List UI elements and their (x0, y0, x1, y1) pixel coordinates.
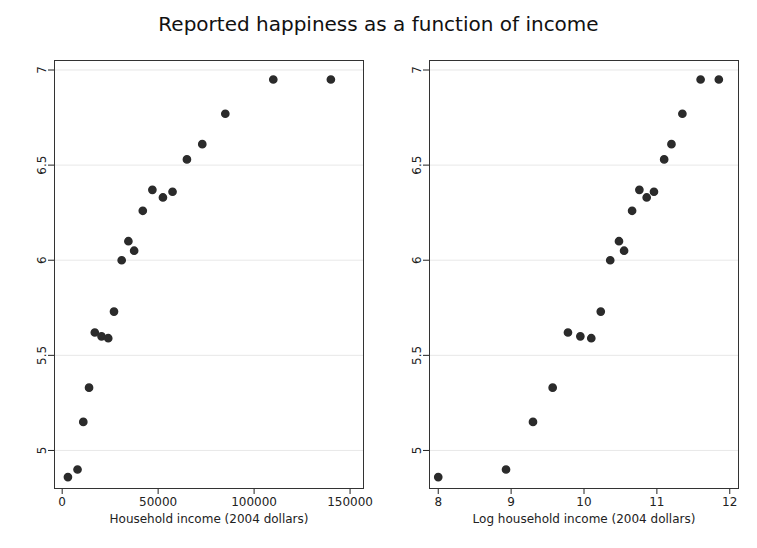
svg-text:5: 5 (34, 447, 48, 455)
svg-text:Log household income (2004 dol: Log household income (2004 dollars) (472, 512, 695, 526)
svg-text:6: 6 (409, 256, 423, 264)
svg-text:6.5: 6.5 (34, 156, 48, 175)
svg-text:5.5: 5.5 (34, 346, 48, 365)
svg-text:Household income (2004 dollars: Household income (2004 dollars) (109, 512, 308, 526)
svg-text:10: 10 (576, 495, 591, 509)
svg-text:9: 9 (507, 495, 515, 509)
svg-text:6: 6 (34, 256, 48, 264)
svg-text:150000: 150000 (327, 495, 373, 509)
svg-text:7: 7 (34, 66, 48, 74)
svg-text:12: 12 (722, 495, 737, 509)
svg-text:6.5: 6.5 (409, 156, 423, 175)
html-text:Reported happiness as a functi: Reported happiness as a function of inco… (158, 12, 599, 36)
svg-text:11: 11 (649, 495, 664, 509)
svg-text:0: 0 (58, 495, 66, 509)
svg-text:7: 7 (409, 66, 423, 74)
svg-text:5: 5 (409, 447, 423, 455)
svg-text:100000: 100000 (231, 495, 277, 509)
svg-text:50000: 50000 (139, 495, 177, 509)
svg-text:8: 8 (434, 495, 442, 509)
svg-text:5.5: 5.5 (409, 346, 423, 365)
